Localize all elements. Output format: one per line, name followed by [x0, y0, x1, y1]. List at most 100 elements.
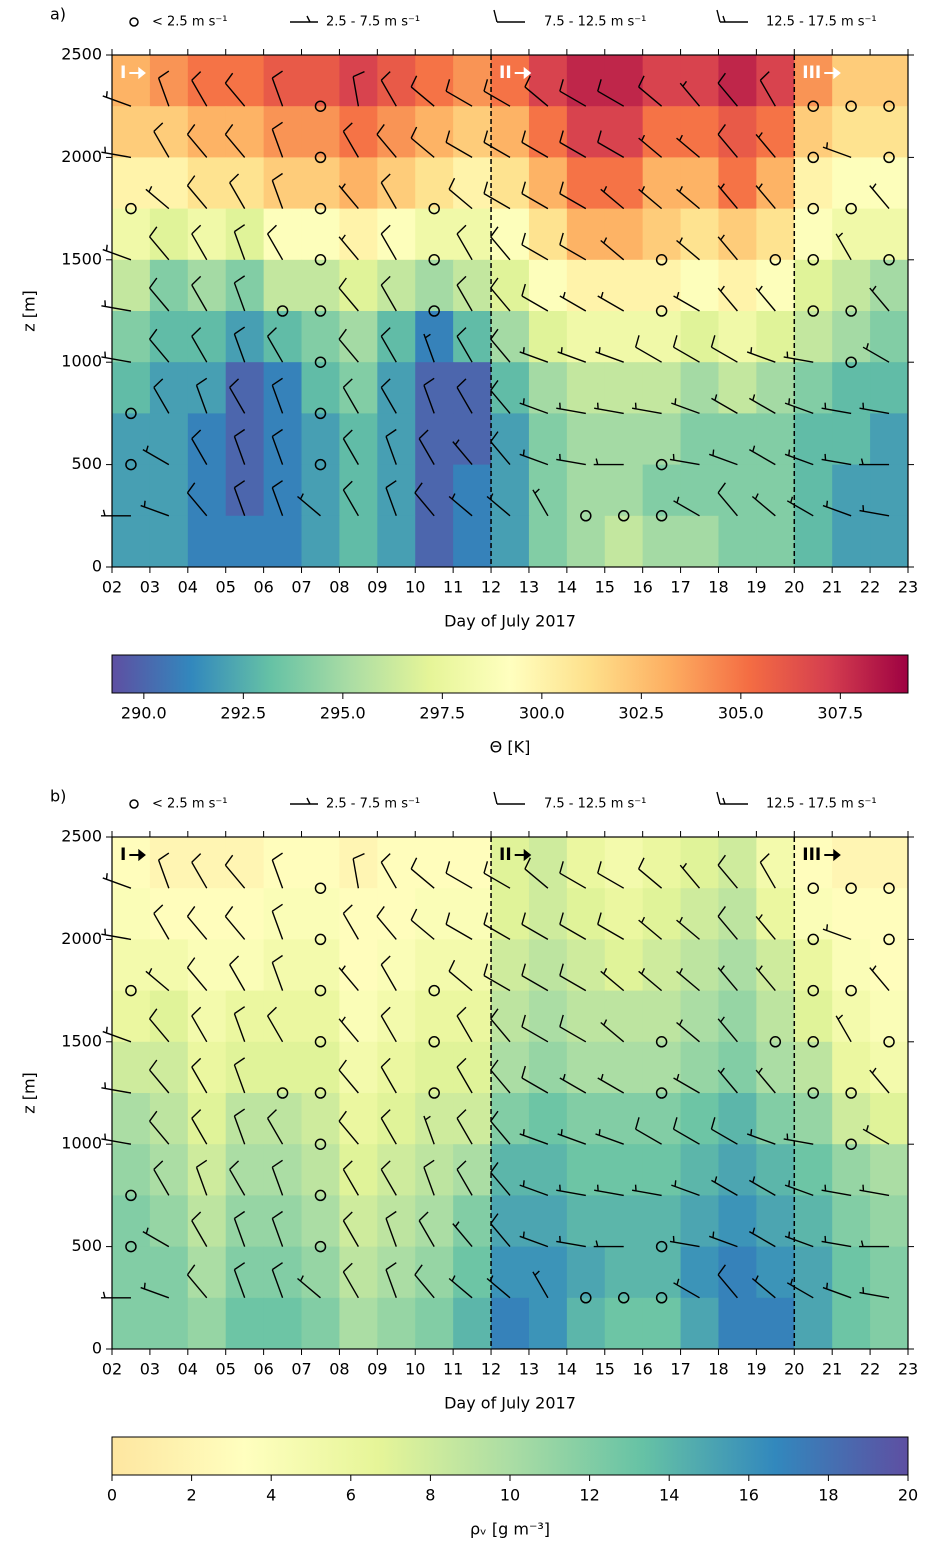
heatmap-cell — [832, 1297, 871, 1350]
heatmap-cell — [415, 990, 454, 1043]
wind-barb — [385, 1262, 397, 1299]
heatmap-cell — [566, 259, 606, 312]
wind-barb — [524, 75, 549, 107]
x-tick-label: 14 — [557, 578, 577, 597]
y-tick-label: 0 — [92, 557, 102, 576]
heatmap-cell — [149, 837, 189, 889]
wind-barb — [746, 1129, 776, 1145]
heatmap-cell — [491, 157, 530, 210]
heatmap-cell — [149, 515, 189, 568]
x-tick-label: 22 — [860, 1360, 880, 1379]
heatmap-cell — [642, 55, 682, 107]
x-tick-label: 10 — [405, 1360, 425, 1379]
wind-barb — [783, 1133, 814, 1145]
heatmap-cell — [870, 157, 909, 210]
heatmap-cell — [756, 55, 795, 107]
heatmap-cell — [528, 1093, 568, 1145]
heatmap-cell — [528, 259, 568, 312]
heatmap-cell — [339, 837, 378, 889]
wind-barb-calm — [845, 202, 857, 215]
heatmap-cell — [642, 990, 682, 1043]
heatmap-cell — [642, 413, 682, 466]
heatmap-cell — [794, 259, 833, 312]
heatmap-cell — [453, 1246, 492, 1299]
wind-barb — [229, 955, 246, 991]
heatmap-cell — [225, 259, 265, 312]
y-axis-label: z [m] — [20, 290, 39, 332]
wind-barb — [102, 873, 132, 889]
wind-barb — [229, 173, 246, 209]
heatmap-cell — [415, 888, 454, 940]
heatmap-cell — [528, 1144, 568, 1196]
x-tick-label: 04 — [178, 1360, 198, 1379]
wind-barb — [266, 224, 284, 261]
heatmap-cell — [301, 1195, 340, 1248]
wind-barb — [456, 224, 473, 261]
wind-barb — [521, 130, 549, 159]
heatmap-cell — [680, 1246, 719, 1299]
heatmap-cell — [263, 888, 303, 940]
heatmap-cell — [642, 106, 682, 158]
heatmap-cell — [604, 208, 644, 261]
heatmap-cell — [339, 157, 378, 210]
wind-barb-calm — [807, 100, 819, 112]
heatmap-cell — [491, 1297, 530, 1350]
wind-barb-calm — [314, 882, 327, 894]
heatmap-cell — [566, 990, 606, 1043]
heatmap-cell — [225, 888, 265, 940]
heatmap-cell — [832, 515, 871, 568]
heatmap-cell — [528, 464, 568, 517]
wind-barb — [224, 905, 246, 940]
wind-barb — [671, 398, 700, 415]
heatmap-cell — [187, 464, 227, 517]
x-axis-label: Day of July 2017 — [444, 612, 576, 631]
wind-barb — [101, 1133, 132, 1145]
wind-barb — [229, 1160, 246, 1196]
wind-barb — [631, 402, 662, 415]
heatmap-cell — [263, 1195, 303, 1248]
heatmap-cell — [415, 1297, 454, 1350]
heatmap-cell — [491, 939, 530, 992]
wind-barb — [191, 327, 208, 363]
heatmap-cell — [112, 888, 151, 940]
heatmap-cell — [756, 1093, 795, 1145]
wind-barb — [414, 1264, 435, 1299]
wind-barb — [186, 957, 208, 992]
wind-barb — [755, 965, 776, 992]
heatmap-cell — [566, 1144, 606, 1196]
wind-barb — [786, 1278, 814, 1299]
heatmap-cell — [794, 1246, 833, 1299]
heatmap-cell — [415, 1195, 454, 1248]
heatmap-cell — [415, 1144, 454, 1196]
heatmap-cell — [566, 837, 606, 889]
plot-frame — [111, 836, 909, 1350]
heatmap-cell — [642, 515, 682, 568]
heatmap-cell — [377, 1041, 416, 1094]
heatmap-cell — [149, 990, 189, 1043]
heatmap-cell — [149, 1297, 189, 1350]
wind-barb-calm — [845, 305, 857, 317]
wind-barb — [456, 1109, 473, 1145]
legend-symbol — [716, 9, 748, 23]
wind-barb-calm — [883, 1036, 895, 1048]
heatmap-cell — [491, 311, 530, 363]
wind-barb-calm — [655, 1087, 668, 1099]
heatmap-cell — [415, 1041, 454, 1094]
heatmap-cell — [112, 1195, 151, 1248]
heatmap-cell — [870, 939, 909, 992]
heatmap-cell — [415, 1246, 454, 1299]
x-axis-label: Day of July 2017 — [444, 1394, 576, 1413]
wind-barb — [380, 1006, 397, 1043]
wind-barb — [490, 1161, 511, 1196]
heatmap-cell — [794, 1144, 833, 1196]
heatmap-cell — [339, 208, 378, 261]
wind-barb — [749, 445, 776, 466]
heatmap-cell — [377, 1195, 416, 1248]
colorbar-tick-label: 10 — [500, 1486, 520, 1505]
heatmap-cell — [718, 888, 757, 940]
wind-barb — [673, 291, 700, 312]
heatmap-cell — [187, 362, 227, 414]
wind-barb — [859, 1287, 890, 1299]
heatmap-cell — [756, 515, 795, 568]
heatmap-cell — [794, 515, 833, 568]
